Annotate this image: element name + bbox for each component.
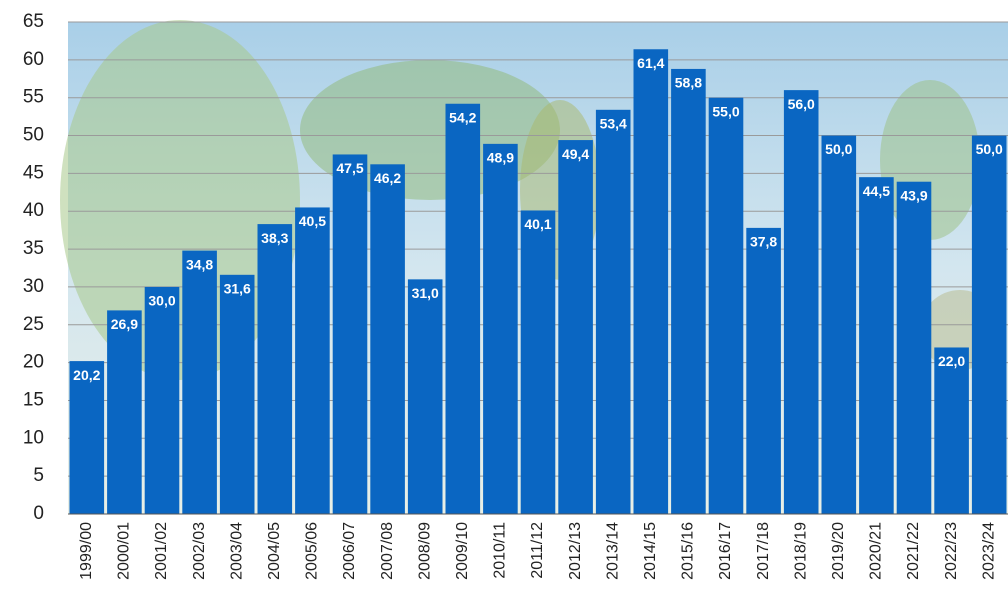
value-label: 37,8 <box>750 234 777 250</box>
bar <box>783 90 819 514</box>
y-tick-label: 60 <box>23 49 44 70</box>
x-tick-label: 2011/12 <box>529 522 546 579</box>
value-label: 58,8 <box>675 75 702 91</box>
bar <box>633 49 669 514</box>
x-tick-label: 2012/13 <box>567 522 584 580</box>
bar <box>445 103 481 515</box>
value-label: 48,9 <box>487 150 514 166</box>
value-label: 30,0 <box>148 293 175 309</box>
value-label: 26,9 <box>111 316 138 332</box>
bar <box>896 181 932 515</box>
bar <box>144 286 180 514</box>
y-tick-label: 50 <box>23 125 44 146</box>
x-tick-label: 2006/07 <box>341 522 358 580</box>
x-tick-label: 2022/23 <box>943 522 960 580</box>
x-tick-label: 2009/10 <box>454 522 471 580</box>
x-tick-label: 2021/22 <box>905 522 922 580</box>
bar <box>295 207 330 514</box>
value-label: 20,2 <box>73 367 100 383</box>
y-tick-label: 35 <box>23 238 44 259</box>
value-label: 53,4 <box>600 116 627 132</box>
bar <box>595 109 631 515</box>
bar <box>483 143 518 514</box>
y-tick-label: 10 <box>23 427 44 448</box>
value-label: 38,3 <box>261 230 288 246</box>
value-label: 47,5 <box>336 160 363 176</box>
value-label: 40,1 <box>524 216 551 232</box>
bar <box>107 310 142 514</box>
bar <box>558 140 593 514</box>
bar <box>370 164 405 514</box>
value-label: 43,9 <box>900 187 927 203</box>
x-tick-label: 2016/17 <box>717 522 734 580</box>
value-label: 55,0 <box>712 103 739 119</box>
y-tick-label: 55 <box>23 87 44 108</box>
value-label: 40,5 <box>299 213 326 229</box>
y-tick-label: 30 <box>23 276 44 297</box>
x-tick-label: 2015/16 <box>680 522 697 580</box>
x-tick-label: 2020/21 <box>868 522 885 580</box>
y-tick-label: 20 <box>23 352 44 373</box>
bar <box>520 210 556 514</box>
value-label: 50,0 <box>825 141 852 157</box>
bar <box>671 68 706 514</box>
x-tick-label: 2018/19 <box>792 522 809 580</box>
x-tick-label: 2013/14 <box>604 522 621 580</box>
bar <box>708 97 744 514</box>
bar <box>971 135 1007 515</box>
bar <box>257 224 293 515</box>
bar <box>69 361 105 514</box>
x-tick-label: 2007/08 <box>379 522 396 580</box>
y-tick-label: 45 <box>23 162 44 183</box>
value-label: 56,0 <box>788 96 815 112</box>
value-label: 34,8 <box>186 256 213 272</box>
x-tick-label: 2017/18 <box>755 522 772 580</box>
bar <box>746 227 781 515</box>
x-tick-label: 2000/01 <box>116 522 133 580</box>
y-tick-label: 15 <box>23 389 44 410</box>
y-tick-label: 0 <box>33 503 44 524</box>
bar <box>407 279 443 514</box>
x-tick-label: 2023/24 <box>980 522 997 580</box>
value-label: 49,4 <box>562 146 589 162</box>
y-tick-label: 40 <box>23 200 44 221</box>
x-tick-label: 2010/11 <box>492 522 509 579</box>
bar <box>859 177 894 514</box>
bar <box>332 154 368 514</box>
value-label: 22,0 <box>938 353 965 369</box>
bar <box>934 347 969 514</box>
y-tick-label: 5 <box>33 465 44 486</box>
value-label: 31,6 <box>224 281 251 297</box>
y-tick-label: 65 <box>23 11 44 32</box>
bar <box>821 135 857 515</box>
x-tick-label: 2002/03 <box>191 522 208 580</box>
y-tick-label: 25 <box>23 314 44 335</box>
x-tick-label: 2004/05 <box>266 522 283 580</box>
x-tick-label: 2005/06 <box>304 522 321 580</box>
x-tick-label: 2003/04 <box>228 522 245 580</box>
value-label: 61,4 <box>637 55 664 71</box>
bar <box>182 250 217 515</box>
x-tick-label: 2001/02 <box>153 522 170 580</box>
x-tick-label: 2008/09 <box>416 522 433 580</box>
value-label: 44,5 <box>863 183 890 199</box>
value-label: 46,2 <box>374 170 401 186</box>
x-tick-label: 2014/15 <box>642 522 659 580</box>
value-label: 50,0 <box>976 141 1003 157</box>
x-tick-label: 1999/00 <box>78 522 95 580</box>
value-label: 54,2 <box>449 109 476 125</box>
value-label: 31,0 <box>412 285 439 301</box>
x-tick-label: 2019/20 <box>830 522 847 580</box>
bar <box>219 274 255 514</box>
